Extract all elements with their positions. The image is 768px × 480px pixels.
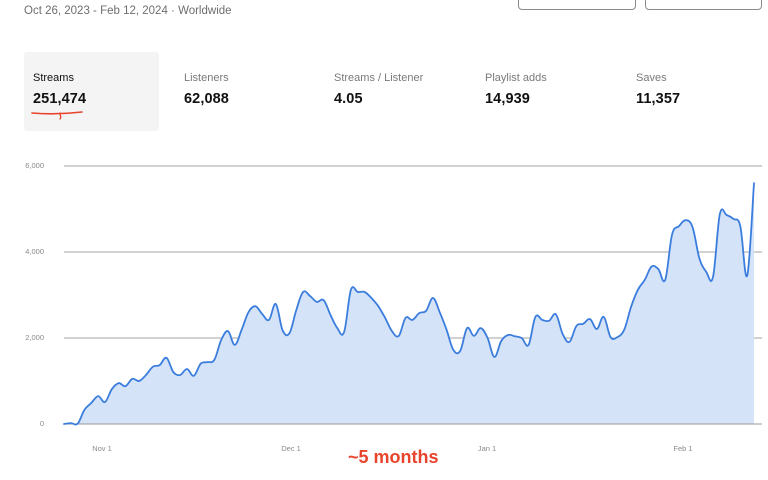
chart-plot-area xyxy=(63,165,762,426)
stat-label: Streams xyxy=(33,72,74,84)
stat-label: Streams / Listener xyxy=(334,72,424,84)
stat-tab-streams-per-listener[interactable]: Streams / Listener 4.05 xyxy=(325,52,465,131)
stat-tab-listeners[interactable]: Listeners 62,088 xyxy=(175,52,315,131)
stat-value: 11,357 xyxy=(636,91,681,107)
filter-button-1[interactable] xyxy=(518,0,636,10)
filter-button-2[interactable] xyxy=(645,0,762,10)
x-tick-label: Jan 1 xyxy=(477,444,497,453)
streams-chart: 6,000 4,000 2,000 0 Nov 1 Dec 1 Jan 1 Fe… xyxy=(0,150,768,453)
y-tick-label: 0 xyxy=(39,419,44,428)
x-tick-label: Feb 1 xyxy=(673,444,693,453)
date-range-label: Oct 26, 2023 - Feb 12, 2024 · Worldwide xyxy=(24,5,232,17)
stats-tabs: Streams 251,474 Listeners 62,088 Streams… xyxy=(24,52,768,131)
y-tick-label: 2,000 xyxy=(25,333,44,342)
stat-value: 14,939 xyxy=(485,91,530,107)
stat-value: 251,474 xyxy=(33,91,87,107)
y-tick-label: 4,000 xyxy=(25,247,44,256)
stat-label: Playlist adds xyxy=(485,72,547,84)
x-tick-label: Nov 1 xyxy=(92,444,112,453)
red-underline-annotation xyxy=(31,111,83,120)
stat-value: 4.05 xyxy=(334,91,363,107)
area-fill xyxy=(64,183,754,425)
stat-label: Saves xyxy=(636,72,667,84)
stat-tab-saves[interactable]: Saves 11,357 xyxy=(627,52,767,131)
stat-tab-playlist-adds[interactable]: Playlist adds 14,939 xyxy=(476,52,616,131)
x-tick-label: Dec 1 xyxy=(281,444,301,453)
y-tick-label: 6,000 xyxy=(25,161,44,170)
series-line xyxy=(63,182,755,426)
stat-value: 62,088 xyxy=(184,91,229,107)
stat-label: Listeners xyxy=(184,72,229,84)
duration-annotation: ~5 months xyxy=(348,447,439,467)
stat-tab-streams[interactable]: Streams 251,474 xyxy=(24,52,159,131)
